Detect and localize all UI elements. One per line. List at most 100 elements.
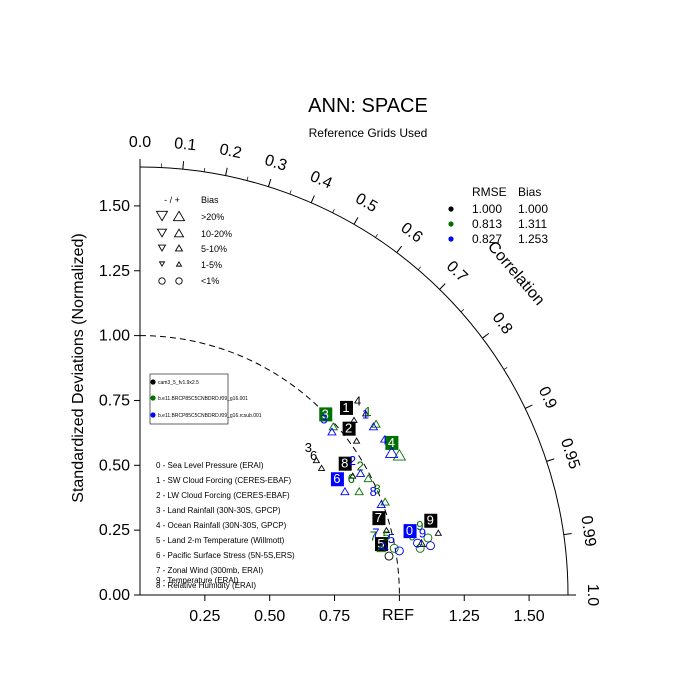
bias-legend-sign-header: - / + bbox=[164, 195, 180, 205]
corr-tick-mark bbox=[563, 532, 572, 536]
data-point-marker bbox=[355, 468, 366, 477]
correlation-axis-label: Correlation bbox=[484, 238, 548, 309]
data-point-label: 7 bbox=[370, 528, 377, 543]
stats-row-0-rmse: 1.000 bbox=[472, 202, 502, 216]
x-tick-label: 1.25 bbox=[449, 608, 480, 625]
corr-minor-tick bbox=[503, 367, 508, 370]
bias-legend-row-2: 5-10% bbox=[201, 244, 227, 254]
corr-tick-label: 0.2 bbox=[218, 141, 243, 162]
y-axis-label: Standardized Deviations (Normalized) bbox=[70, 233, 87, 502]
data-point-label: 2 bbox=[357, 458, 364, 473]
data-point-marker bbox=[416, 538, 427, 547]
corr-minor-tick bbox=[375, 234, 378, 238]
data-point-label-box bbox=[424, 513, 438, 528]
data-point-marker bbox=[327, 427, 337, 436]
case-legend-label-1: b.e11.BRCP85C5CNBDRD.f09_g16.001 bbox=[158, 396, 248, 402]
x-tick-label: 0.25 bbox=[189, 608, 220, 625]
case-legend-box bbox=[149, 373, 229, 425]
corr-minor-tick bbox=[289, 190, 292, 195]
y-tick-label: 1.25 bbox=[99, 263, 130, 280]
corr-minor-tick bbox=[310, 198, 314, 203]
data-point-label-box bbox=[338, 456, 352, 471]
data-point-label: 6 bbox=[333, 471, 340, 486]
stats-row-dot-1 bbox=[448, 221, 454, 227]
variable-label-2: 2 - LW Cloud Forcing (CERES-EBAF) bbox=[156, 491, 290, 500]
stats-row-dot-0 bbox=[448, 206, 454, 212]
data-point-label: 1 bbox=[362, 406, 369, 421]
data-point-marker bbox=[382, 526, 391, 534]
case-legend: cam3_5_fv1.9x2.5 b.e11.BRCP85C5CNBDRD.f0… bbox=[149, 373, 262, 425]
data-point-label: 9 bbox=[419, 526, 426, 541]
corr-minor-tick bbox=[546, 459, 551, 462]
data-point-label: 4 bbox=[388, 435, 395, 450]
data-point-label: 1 bbox=[342, 400, 349, 415]
corr-minor-tick bbox=[525, 406, 529, 409]
corr-tick-label: 0.3 bbox=[263, 152, 289, 175]
data-point-label: 8 bbox=[341, 456, 348, 471]
bias-legend-row-1: 10-20% bbox=[201, 229, 232, 239]
data-point-label: 7 bbox=[375, 510, 382, 525]
data-point-label: 2 bbox=[345, 421, 352, 436]
stats-table: RMSE Bias 1.000 1.000 0.813 1.311 0.827 … bbox=[448, 185, 548, 246]
data-point-marker bbox=[340, 486, 350, 496]
y-tick-label: 0.00 bbox=[99, 587, 130, 604]
data-point-label: 5 bbox=[377, 536, 384, 551]
data-point-marker bbox=[394, 546, 404, 556]
data-point-label: 3 bbox=[322, 406, 329, 421]
case-legend-dot-2 bbox=[150, 412, 156, 418]
variable-label-9: 9 - Temperature (ERAI) bbox=[156, 576, 239, 585]
data-point-label: 6 bbox=[348, 471, 355, 486]
stats-row-1-bias: 1.311 bbox=[518, 217, 547, 231]
corr-minor-tick bbox=[482, 335, 486, 339]
data-point-marker bbox=[423, 533, 433, 543]
case-legend-dot-1 bbox=[150, 395, 156, 401]
bias-legend-up-triangle bbox=[173, 228, 185, 238]
corr-tick-label: 0.95 bbox=[557, 436, 583, 471]
corr-minor-tick bbox=[268, 182, 270, 187]
corr-tick-label: 0.7 bbox=[443, 258, 471, 286]
data-point-label: 7 bbox=[372, 526, 379, 541]
corr-tick-label: 0.1 bbox=[173, 135, 197, 154]
data-point-label: 4 bbox=[354, 393, 361, 408]
corr-minor-tick bbox=[439, 286, 443, 290]
data-point-label: 1 bbox=[364, 404, 371, 419]
case-legend-label-2: b.e11.BRCP85C5CNBDRD.f09_g16.rcsub.001 bbox=[158, 413, 262, 419]
chart-subtitle: Reference Grids Used bbox=[309, 126, 428, 140]
stats-header-bias: Bias bbox=[518, 185, 541, 199]
data-point-marker bbox=[317, 464, 326, 471]
corr-tick-label: 0.4 bbox=[307, 168, 334, 193]
data-point-label-box bbox=[403, 524, 417, 539]
bias-legend-down-triangle bbox=[156, 228, 168, 238]
bias-legend-symbols bbox=[155, 210, 186, 285]
data-point-marker bbox=[352, 437, 361, 444]
data-point-marker bbox=[426, 541, 435, 551]
stats-row-0-bias: 1.000 bbox=[518, 202, 548, 216]
data-point-marker bbox=[363, 473, 374, 483]
variable-label-0: 0 - Sea Level Pressure (ERAI) bbox=[156, 461, 264, 470]
bias-legend: - / + Bias >20% 10-20% 5-10% 1-5% <1% bbox=[155, 195, 232, 286]
y-tick-label: 1.00 bbox=[99, 328, 130, 345]
data-point-marker bbox=[380, 497, 390, 506]
data-point-label: 9 bbox=[427, 513, 434, 528]
bias-legend-down-triangle bbox=[158, 261, 166, 268]
data-point-label-box bbox=[375, 537, 389, 552]
stats-row-dot-2 bbox=[448, 236, 454, 242]
corr-minor-tick bbox=[353, 220, 357, 225]
data-point-marker bbox=[389, 543, 399, 553]
bias-legend-row-4: <1% bbox=[201, 276, 219, 286]
data-point-marker bbox=[413, 538, 423, 548]
data-point-label: 4 bbox=[380, 432, 387, 447]
data-point-label: 5 bbox=[383, 528, 390, 543]
data-point-marker bbox=[312, 456, 321, 464]
x-tick-label: 0.50 bbox=[254, 608, 285, 625]
data-points: 012345678901234567890123456789 bbox=[305, 393, 443, 561]
variable-label-1: 1 - SW Cloud Forcing (CERES-EBAF) bbox=[156, 476, 291, 485]
corr-minor-tick bbox=[417, 266, 422, 270]
data-point-label: 2 bbox=[349, 453, 356, 468]
corr-tick-label: 0.8 bbox=[489, 310, 516, 338]
corr-minor-tick bbox=[225, 171, 227, 176]
corr-minor-tick bbox=[332, 209, 335, 213]
corr-minor-tick bbox=[396, 249, 400, 253]
data-point-label: 8 bbox=[374, 482, 381, 497]
